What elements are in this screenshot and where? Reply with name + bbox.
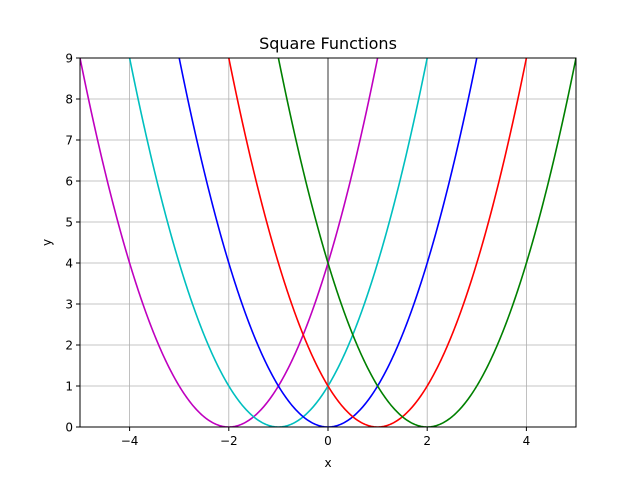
y-tick-label: 3 (65, 298, 73, 312)
x-tick-label: 4 (523, 434, 531, 448)
chart-title: Square Functions (259, 34, 397, 53)
series-line-4 (277, 58, 576, 427)
axis-ticks: −4 −2 0 2 4 0 1 2 3 4 5 6 7 8 9 (65, 52, 530, 449)
y-tick-label: 4 (65, 257, 73, 271)
y-tick-label: 7 (65, 134, 73, 148)
y-tick-label: 5 (65, 216, 73, 230)
x-tick-label: −4 (121, 434, 139, 448)
x-tick-label: −2 (220, 434, 238, 448)
x-tick-label: 0 (324, 434, 332, 448)
x-axis-label: x (324, 456, 331, 470)
y-tick-label: 2 (65, 339, 73, 353)
y-tick-label: 9 (65, 52, 73, 66)
y-tick-label: 8 (65, 93, 73, 107)
series-line-3 (227, 58, 528, 427)
y-tick-label: 1 (65, 380, 73, 394)
y-axis-label: y (40, 239, 54, 246)
series-group (80, 58, 576, 427)
y-tick-label: 0 (65, 421, 73, 435)
x-tick-label: 2 (423, 434, 431, 448)
y-tick-label: 6 (65, 175, 73, 189)
